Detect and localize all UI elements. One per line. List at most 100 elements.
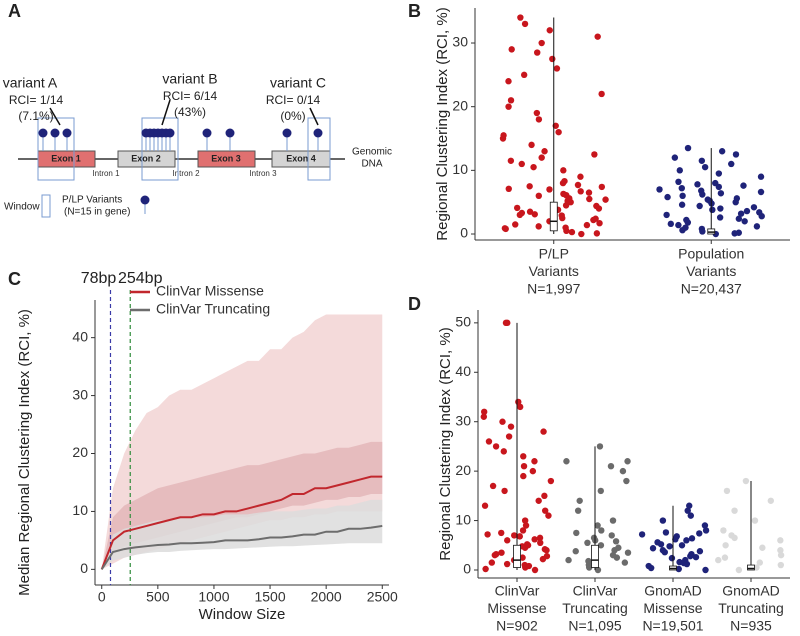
line — [100, 524, 383, 570]
point — [735, 215, 743, 222]
point — [609, 551, 617, 559]
point — [598, 527, 605, 534]
point — [558, 212, 565, 219]
point — [512, 221, 519, 228]
point — [583, 221, 591, 229]
x-tick-label: 2000 — [311, 589, 342, 605]
point — [518, 160, 525, 168]
point — [536, 534, 544, 542]
point — [505, 78, 512, 85]
point — [679, 192, 686, 200]
point — [715, 170, 723, 177]
reference-label: 254bp — [118, 270, 163, 287]
point — [702, 566, 709, 574]
legend-pin-head — [140, 195, 150, 205]
point — [522, 522, 530, 529]
point — [521, 20, 529, 28]
point — [531, 211, 538, 218]
point — [598, 90, 605, 98]
point — [481, 502, 489, 509]
point — [590, 534, 598, 542]
point — [722, 542, 729, 549]
x-tick-label: Variants — [529, 263, 579, 279]
variant-title: variant C — [270, 75, 326, 91]
panel-a-diagram: Exon 1 Exon 2 Exon 3 Exon 4 Intron 1 Int… — [3, 71, 392, 218]
point — [547, 477, 555, 485]
point — [684, 144, 692, 152]
point — [667, 220, 675, 228]
point — [578, 230, 585, 238]
point — [757, 188, 765, 196]
point — [498, 549, 505, 556]
y-tick-label: 50 — [455, 314, 471, 330]
point — [507, 423, 515, 430]
x-tick-label: P/LP — [539, 246, 569, 262]
point — [560, 167, 567, 174]
variant-title: variant A — [3, 75, 58, 91]
point — [701, 522, 709, 529]
legend-window: Window — [4, 202, 40, 213]
point — [500, 132, 507, 139]
point — [501, 225, 509, 232]
point — [482, 565, 489, 573]
y-tick-label: 10 — [72, 502, 88, 518]
legend-label: ClinVar Truncating — [156, 301, 270, 317]
point — [701, 163, 709, 171]
point — [676, 167, 683, 174]
x-tick-label: N=1,095 — [568, 618, 622, 634]
x-tick-label: 1500 — [254, 589, 285, 605]
point — [694, 181, 701, 188]
point — [598, 183, 606, 191]
point — [519, 527, 527, 534]
x-tick-label: N=902 — [496, 618, 538, 634]
legend-window-key — [41, 194, 51, 218]
point — [541, 148, 548, 155]
point — [531, 536, 538, 543]
point — [624, 549, 632, 556]
band — [101, 499, 383, 570]
point — [577, 173, 584, 180]
point — [672, 536, 679, 543]
y-tick-label: 30 — [72, 386, 88, 402]
pin-head — [38, 128, 48, 138]
point — [546, 27, 553, 34]
variant-pct: (7.1%) — [18, 109, 53, 123]
exon-label: Exon 1 — [51, 153, 81, 163]
point — [517, 14, 524, 21]
x-tick-label: ClinVar — [495, 583, 540, 599]
point — [607, 462, 615, 470]
x-tick-label: 1000 — [198, 589, 229, 605]
point — [530, 163, 537, 171]
point — [503, 560, 511, 568]
variant-pins — [38, 128, 323, 151]
point — [513, 204, 521, 212]
point — [716, 214, 724, 221]
point — [721, 554, 729, 561]
point — [731, 507, 738, 514]
point — [505, 103, 512, 110]
pin-head — [202, 128, 212, 138]
point — [704, 196, 711, 203]
y-tick-label: 20 — [452, 97, 468, 113]
x-tick-label: 2500 — [367, 589, 398, 605]
point — [750, 204, 758, 211]
exon-label: Exon 3 — [211, 153, 241, 163]
point — [537, 539, 544, 547]
point — [696, 202, 703, 210]
point — [623, 477, 630, 485]
point — [715, 183, 723, 191]
point — [521, 517, 529, 524]
x-axis-label: Window Size — [199, 606, 286, 623]
point — [656, 186, 663, 193]
pin-head — [313, 128, 323, 138]
point — [564, 197, 571, 205]
point — [516, 403, 524, 411]
y-tick-label: 40 — [72, 328, 88, 344]
point — [525, 562, 533, 570]
box — [513, 544, 521, 568]
pin-head — [62, 128, 72, 138]
point — [568, 228, 576, 236]
point — [520, 472, 527, 480]
point — [535, 497, 542, 504]
